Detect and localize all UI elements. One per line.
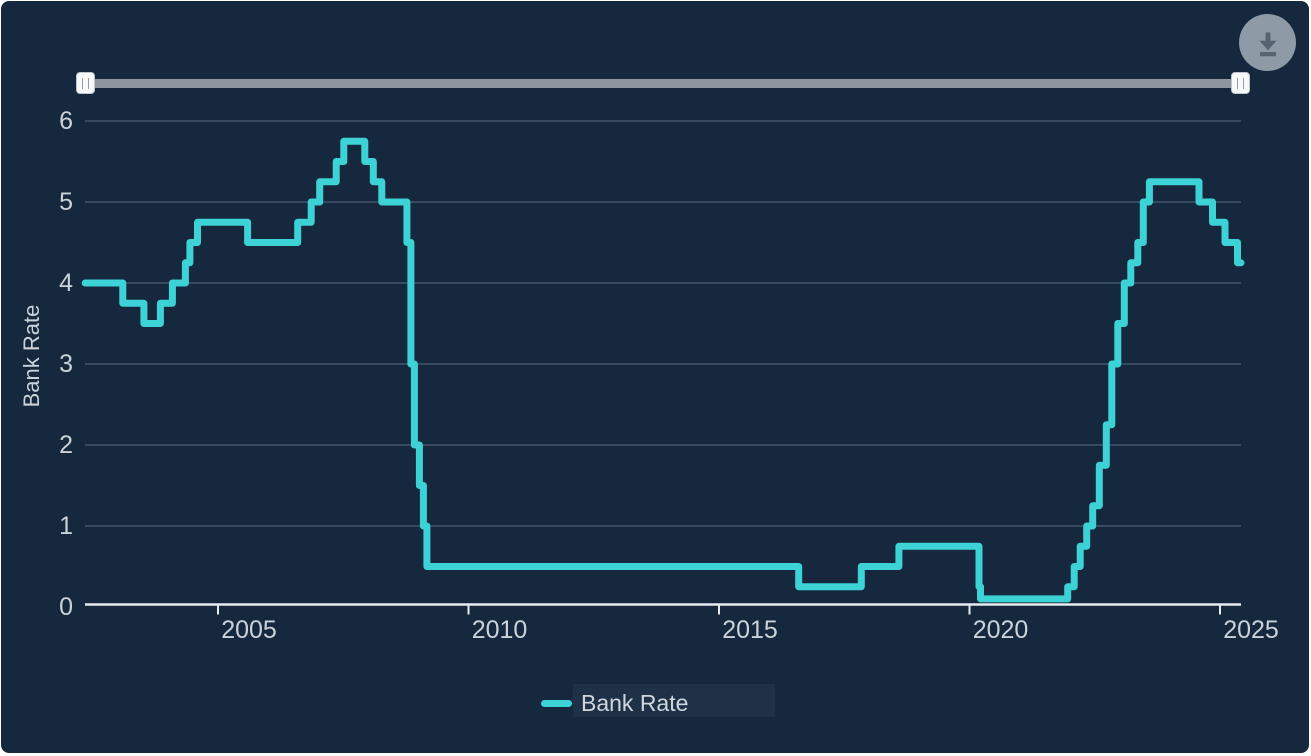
y-axis-label: 0 [59, 593, 73, 621]
range-slider-left-handle[interactable] [76, 72, 95, 94]
legend-highlight [573, 684, 775, 717]
legend-label: Bank Rate [581, 689, 689, 716]
bank-rate-line [81, 137, 1245, 603]
y-axis-label: 1 [59, 512, 73, 540]
range-slider-track[interactable] [85, 79, 1242, 88]
x-axis-label: 2020 [972, 616, 1029, 644]
y-axis-label: 3 [59, 350, 73, 378]
y-axis-label: 5 [59, 188, 73, 216]
legend-item-bank-rate[interactable]: Bank Rate [541, 685, 688, 721]
download-icon [1253, 28, 1283, 58]
y-axis-title: Bank Rate [19, 304, 44, 408]
x-axis-label: 2015 [722, 616, 778, 644]
x-axis-label: 2005 [221, 616, 277, 644]
grip-icon [1237, 77, 1244, 89]
y-axis-label: 2 [59, 431, 73, 459]
x-axis-label: 2010 [471, 616, 528, 644]
download-button[interactable] [1239, 14, 1296, 71]
y-axis-label: 6 [59, 107, 73, 135]
grip-icon [82, 77, 89, 89]
x-axis-label: 2025 [1223, 616, 1279, 644]
y-axis-label: 4 [59, 269, 73, 297]
legend-line-swatch [541, 699, 572, 707]
range-slider-right-handle[interactable] [1231, 72, 1250, 94]
